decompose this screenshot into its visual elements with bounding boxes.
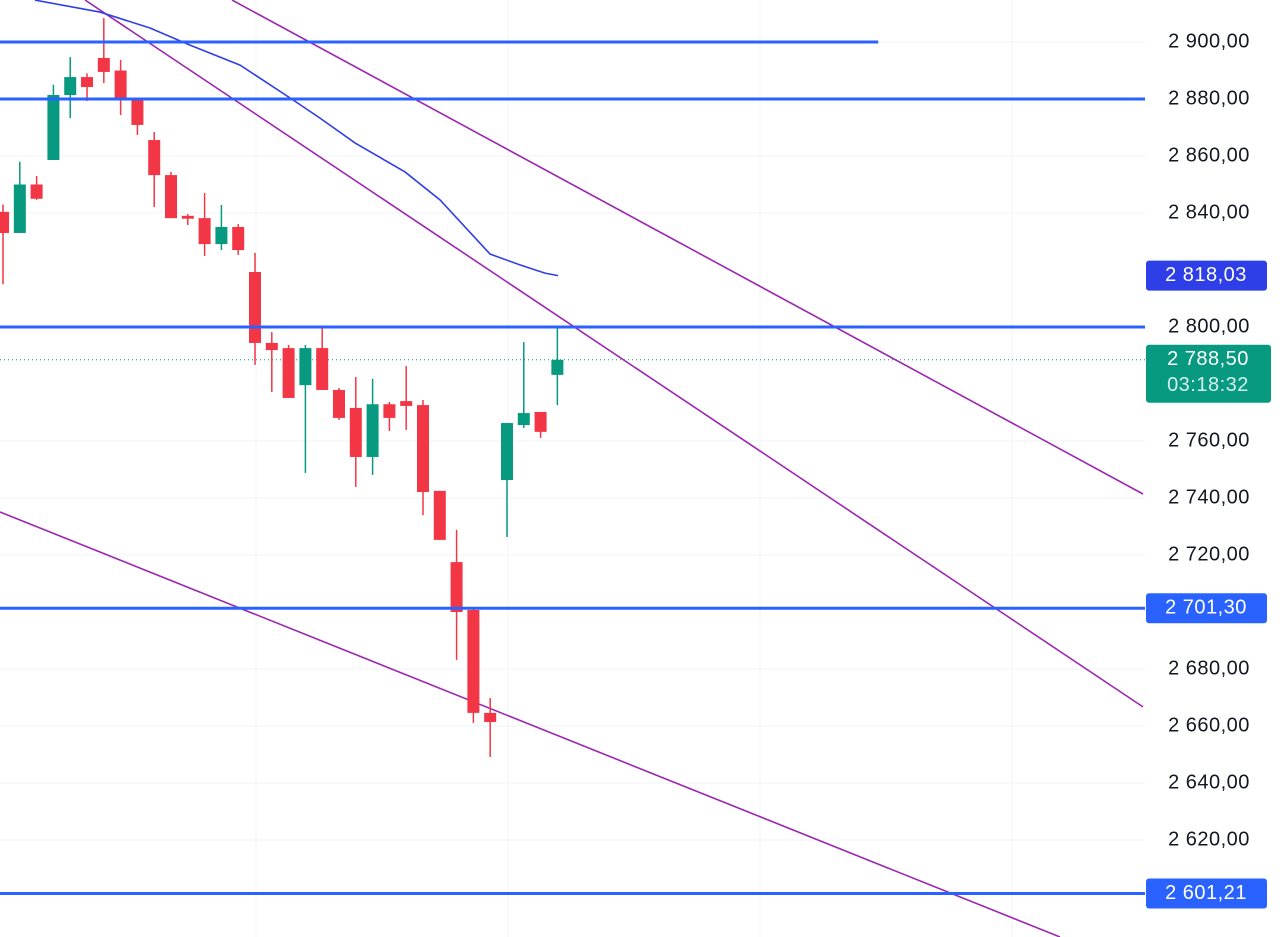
- candle-body: [215, 226, 228, 245]
- y-tick-label: 2 620,00: [1168, 828, 1250, 850]
- candle-body: [383, 404, 396, 418]
- candle-body: [64, 77, 77, 96]
- y-tick-label: 2 740,00: [1168, 486, 1250, 508]
- candle-body: [0, 211, 10, 233]
- candle-body: [484, 712, 497, 723]
- candle-body: [97, 57, 110, 72]
- price-box-label: 2 701,30: [1165, 597, 1247, 619]
- candle-body: [400, 401, 413, 406]
- candle-body: [349, 407, 362, 457]
- candle-body: [114, 70, 127, 101]
- candle-body: [249, 271, 262, 343]
- price-box: [1146, 593, 1267, 624]
- candle-body: [148, 140, 161, 176]
- y-tick-label: 2 860,00: [1168, 144, 1250, 166]
- candle-body: [131, 100, 144, 125]
- ma-box-label: 2 818,03: [1165, 264, 1247, 286]
- candle-body: [500, 423, 513, 481]
- price-box: [1146, 878, 1267, 909]
- candle-body: [181, 215, 194, 219]
- candle-body: [47, 95, 60, 160]
- price-box: [1146, 260, 1267, 291]
- y-tick-label: 2 900,00: [1168, 30, 1250, 52]
- candle-body: [332, 389, 345, 418]
- candle-body: [299, 348, 312, 386]
- candle-body: [534, 411, 547, 432]
- trend-line: [231, 0, 1144, 495]
- trend-line: [0, 511, 1061, 937]
- candle-body: [232, 226, 245, 251]
- candle-body: [517, 413, 530, 426]
- moving-average: [34, 0, 559, 277]
- candle-body: [282, 348, 295, 398]
- y-tick-label: 2 640,00: [1168, 771, 1250, 793]
- candle-body: [551, 359, 564, 375]
- y-tick-label: 2 840,00: [1168, 201, 1250, 223]
- y-tick-label: 2 880,00: [1168, 87, 1250, 109]
- trend-line: [84, 0, 1144, 708]
- candle-body: [433, 490, 446, 540]
- candle-body: [416, 405, 429, 493]
- y-tick-label: 2 720,00: [1168, 543, 1250, 565]
- y-tick-label: 2 800,00: [1168, 315, 1250, 337]
- candle-body: [165, 175, 178, 219]
- candle-body: [81, 77, 94, 88]
- candle-body: [265, 342, 278, 351]
- candle-body: [13, 184, 26, 233]
- candle-body: [316, 348, 329, 390]
- candle-body: [467, 609, 480, 713]
- candle-body: [366, 404, 379, 457]
- price-box: [1146, 344, 1271, 403]
- y-tick-label: 2 760,00: [1168, 429, 1250, 451]
- candle-body: [450, 562, 463, 612]
- candle-body: [198, 218, 211, 245]
- countdown-label: 03:18:32: [1167, 374, 1249, 396]
- last-price-label: 2 788,50: [1167, 348, 1249, 370]
- candle-body: [30, 184, 43, 199]
- y-tick-label: 2 680,00: [1168, 657, 1250, 679]
- y-tick-label: 2 660,00: [1168, 714, 1250, 736]
- price-box-label: 2 601,21: [1165, 882, 1247, 904]
